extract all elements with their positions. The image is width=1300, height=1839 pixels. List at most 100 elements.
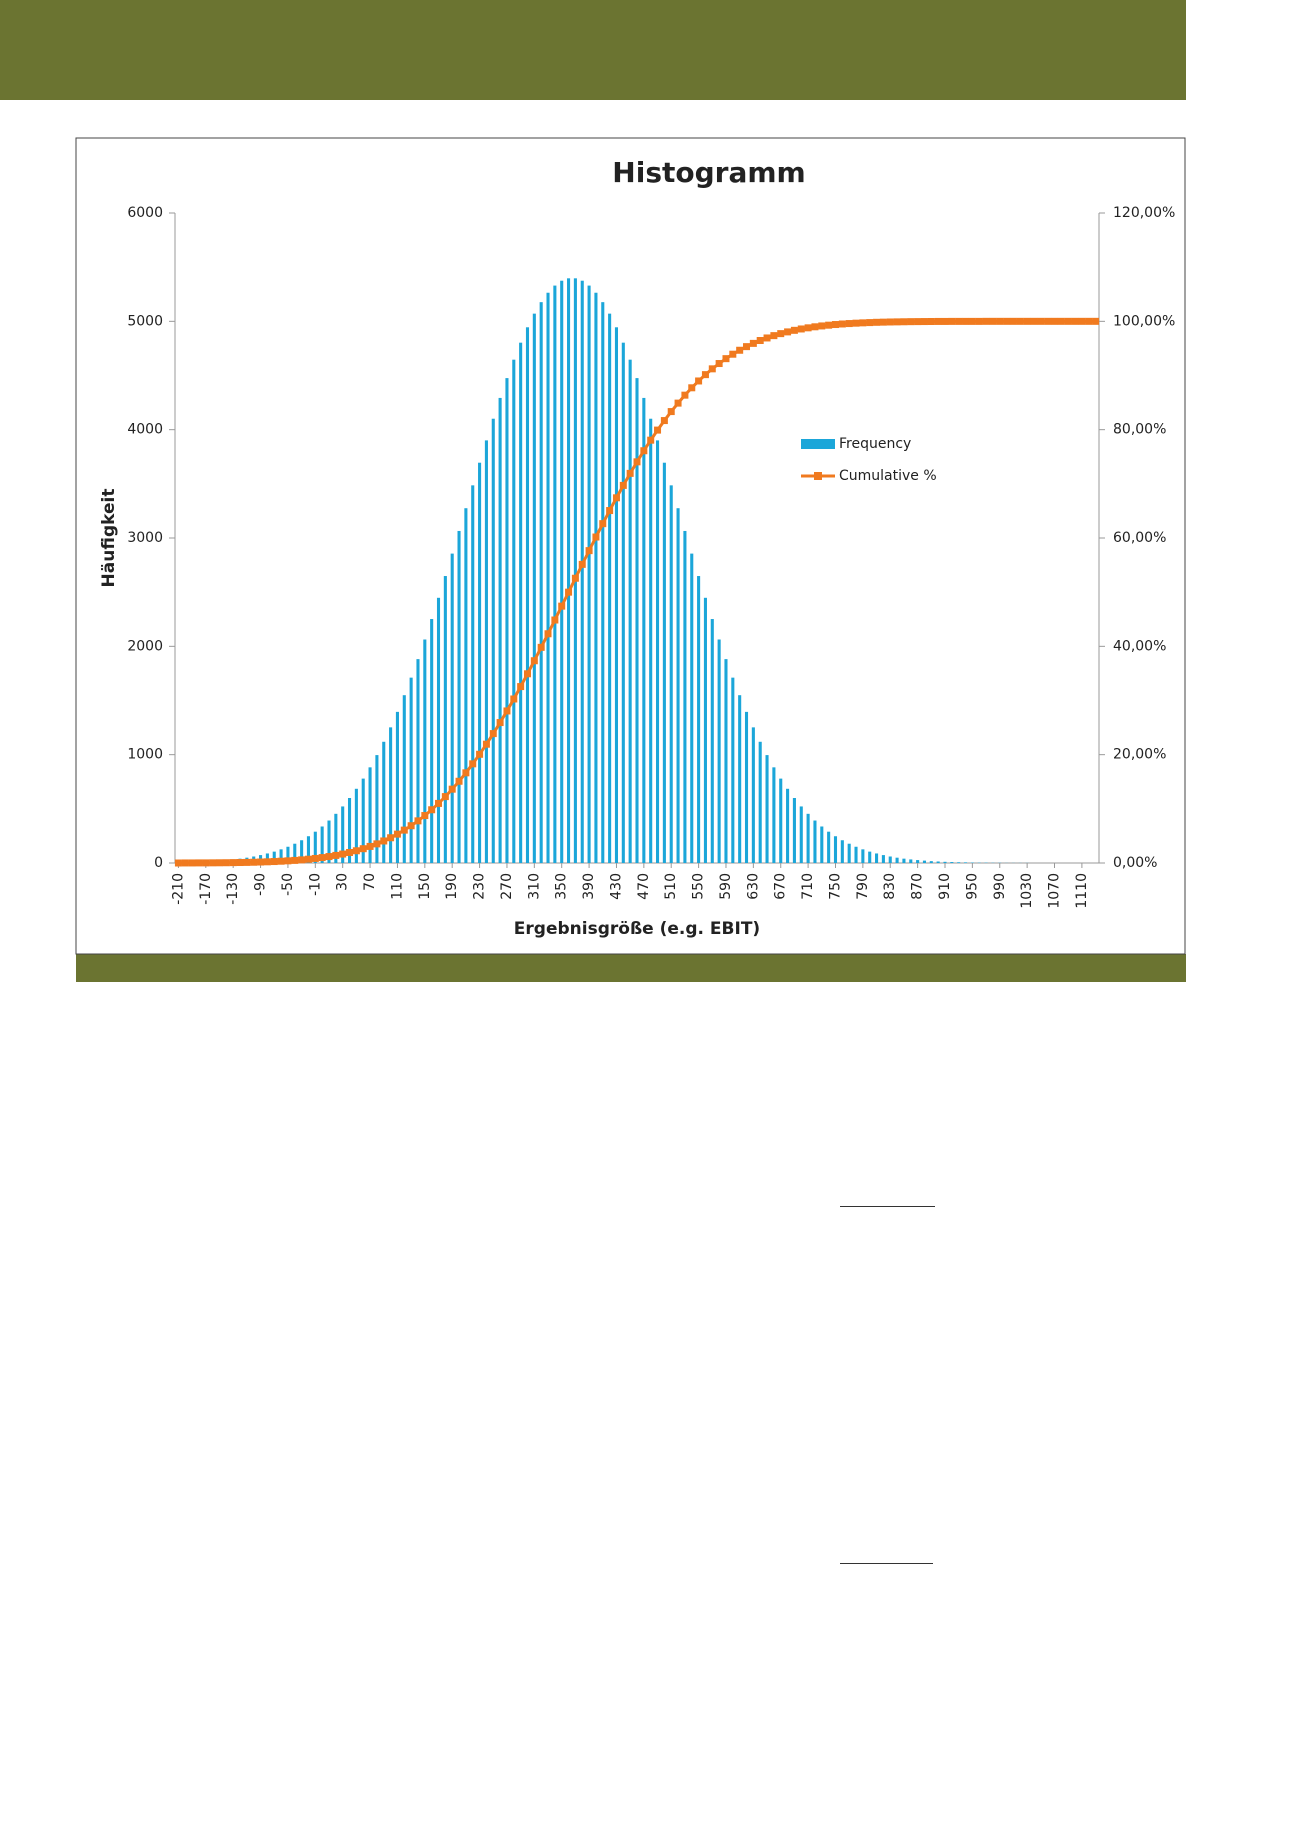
line-marker: [927, 317, 935, 325]
line-marker: [544, 630, 552, 638]
bar: [957, 862, 961, 863]
line-marker: [462, 769, 470, 777]
bar: [676, 508, 680, 863]
line-marker: [476, 750, 484, 758]
line-marker: [1064, 317, 1072, 325]
y-axis-title: Häufigkeit: [99, 489, 119, 588]
x-tick-label: 110: [389, 873, 405, 900]
line-marker: [619, 481, 627, 489]
line-marker: [804, 324, 812, 332]
line-marker: [920, 318, 928, 326]
line-marker: [962, 317, 970, 325]
line-marker: [749, 339, 757, 347]
bar: [703, 597, 707, 863]
line-marker: [612, 494, 620, 502]
line-marker: [599, 520, 607, 528]
bar: [430, 619, 434, 863]
line-marker: [202, 859, 210, 867]
line-marker: [893, 318, 901, 326]
line-marker: [1023, 317, 1031, 325]
rule: [840, 1563, 933, 1564]
x-tick-label: 830: [882, 873, 898, 900]
bar: [786, 788, 790, 863]
line-marker: [339, 850, 347, 858]
x-tick-label: 990: [992, 873, 1008, 900]
bar: [806, 813, 810, 863]
line-marker: [393, 830, 401, 838]
bar: [649, 418, 653, 863]
line-marker: [900, 318, 908, 326]
y2-tick-label: 40,00%: [1113, 638, 1166, 654]
y-tick-label: 6000: [127, 205, 163, 221]
line-marker: [1085, 317, 1093, 325]
x-tick-label: 190: [444, 873, 460, 900]
y-tick-label: 1000: [127, 747, 163, 763]
y-tick-label: 4000: [127, 422, 163, 438]
bar: [635, 378, 639, 863]
line-marker: [346, 848, 354, 856]
line-marker: [763, 334, 771, 342]
bar: [327, 820, 331, 863]
line-marker: [859, 319, 867, 327]
bar: [498, 397, 502, 863]
bar: [512, 359, 516, 863]
bar: [642, 397, 646, 863]
bar: [697, 576, 701, 863]
x-tick-label: 870: [910, 873, 926, 900]
bar: [655, 440, 660, 863]
bar: [587, 285, 591, 863]
line-marker: [236, 859, 244, 867]
bar: [464, 508, 468, 863]
bar: [909, 859, 913, 863]
line-marker: [989, 317, 997, 325]
header-band: [0, 0, 1186, 100]
line-marker: [414, 817, 422, 825]
x-tick-label: 390: [581, 873, 597, 900]
bar: [539, 302, 543, 863]
line-marker: [626, 469, 634, 477]
line-marker: [1009, 317, 1017, 325]
bar: [416, 659, 420, 863]
line-marker: [373, 840, 381, 848]
bar: [375, 755, 379, 863]
bar: [395, 711, 399, 863]
bar: [881, 855, 885, 863]
line-marker: [448, 785, 456, 793]
line-marker: [1078, 317, 1086, 325]
x-tick-label: -130: [225, 873, 241, 905]
bar: [902, 858, 906, 863]
line-marker: [496, 719, 504, 727]
x-tick-label: 430: [608, 873, 624, 900]
line-marker: [695, 377, 703, 385]
bar: [484, 440, 488, 863]
line-marker: [756, 337, 764, 345]
x-tick-label: 230: [472, 873, 488, 900]
line-marker: [222, 859, 230, 867]
bar: [840, 840, 844, 863]
bar: [594, 292, 598, 863]
bar: [922, 860, 927, 863]
bar: [936, 861, 940, 863]
line-marker: [421, 812, 429, 820]
line-marker: [174, 859, 182, 867]
bar: [744, 711, 749, 863]
x-tick-label: 150: [417, 873, 433, 900]
line-marker: [743, 343, 751, 351]
line-marker: [845, 320, 853, 328]
line-marker: [654, 426, 662, 434]
bar: [560, 280, 564, 863]
bar: [532, 313, 536, 863]
line-marker: [825, 321, 833, 329]
x-tick-label: 1030: [1019, 873, 1035, 909]
line-marker: [1057, 317, 1065, 325]
bar: [567, 278, 571, 863]
y2-tick-label: 120,00%: [1113, 205, 1175, 221]
x-tick-label: 30: [335, 873, 351, 891]
line-marker: [784, 328, 792, 336]
line-marker: [407, 822, 415, 830]
bar: [779, 778, 783, 863]
line-marker: [263, 858, 271, 866]
line-marker: [790, 326, 798, 334]
bar: [457, 530, 461, 863]
